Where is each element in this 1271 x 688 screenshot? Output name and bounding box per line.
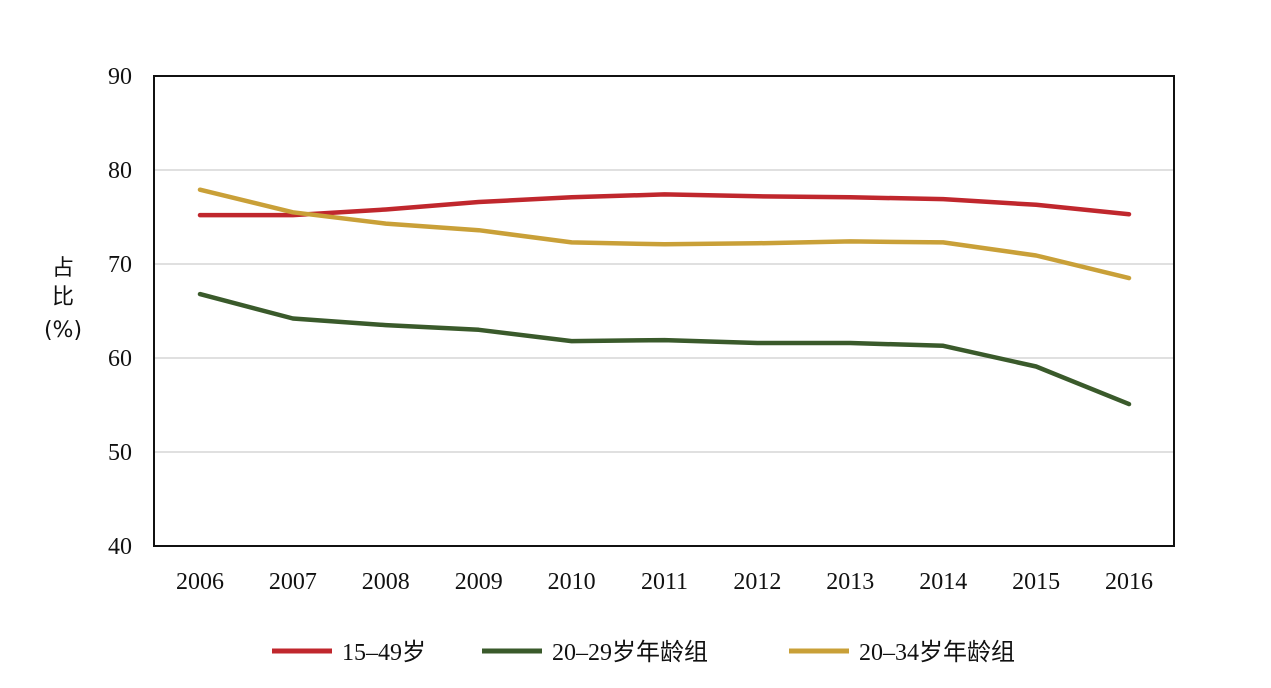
x-tick-label: 2011 [641, 569, 688, 595]
y-axis-label-line: 比 [52, 285, 74, 310]
series-lines [197, 187, 1132, 407]
y-axis-label-line: 占 [52, 256, 74, 281]
y-tick-label: 50 [108, 440, 132, 466]
y-axis-label: 占比 (%) [44, 256, 82, 343]
legend-label: 20–34岁年龄组 [859, 639, 1015, 666]
x-tick-label: 2009 [455, 569, 503, 595]
x-axis-ticks: 2006 2007 2008 2009 2010 2011 2012 2013 2014 2015… [176, 569, 1153, 595]
y-axis-ticks: 40 50 60 70 80 90 [108, 64, 132, 560]
legend-label: 15–49岁 [342, 639, 426, 666]
x-tick-label: 2016 [1105, 569, 1153, 595]
series-line-1 [197, 192, 1132, 218]
x-tick-label: 2008 [362, 569, 410, 595]
y-tick-label: 70 [108, 252, 132, 278]
legend: 15–49岁 20–29岁年龄组 20–34岁年龄组 [272, 639, 1015, 666]
plot-area-frame [153, 75, 1175, 547]
y-axis-label-line: (%) [44, 318, 82, 343]
y-tick-label: 90 [108, 64, 132, 90]
x-tick-label: 2014 [919, 569, 967, 595]
series-line-3 [197, 187, 1132, 281]
x-tick-label: 2012 [733, 569, 781, 595]
y-tick-label: 40 [108, 534, 132, 560]
x-tick-label: 2006 [176, 569, 224, 595]
y-tick-label: 80 [108, 158, 132, 184]
x-tick-label: 2013 [826, 569, 874, 595]
x-tick-label: 2010 [548, 569, 596, 595]
series-line-2 [197, 291, 1132, 407]
x-tick-label: 2015 [1012, 569, 1060, 595]
y-tick-label: 60 [108, 346, 132, 372]
legend-label: 20–29岁年龄组 [552, 639, 708, 666]
x-tick-label: 2007 [269, 569, 317, 595]
